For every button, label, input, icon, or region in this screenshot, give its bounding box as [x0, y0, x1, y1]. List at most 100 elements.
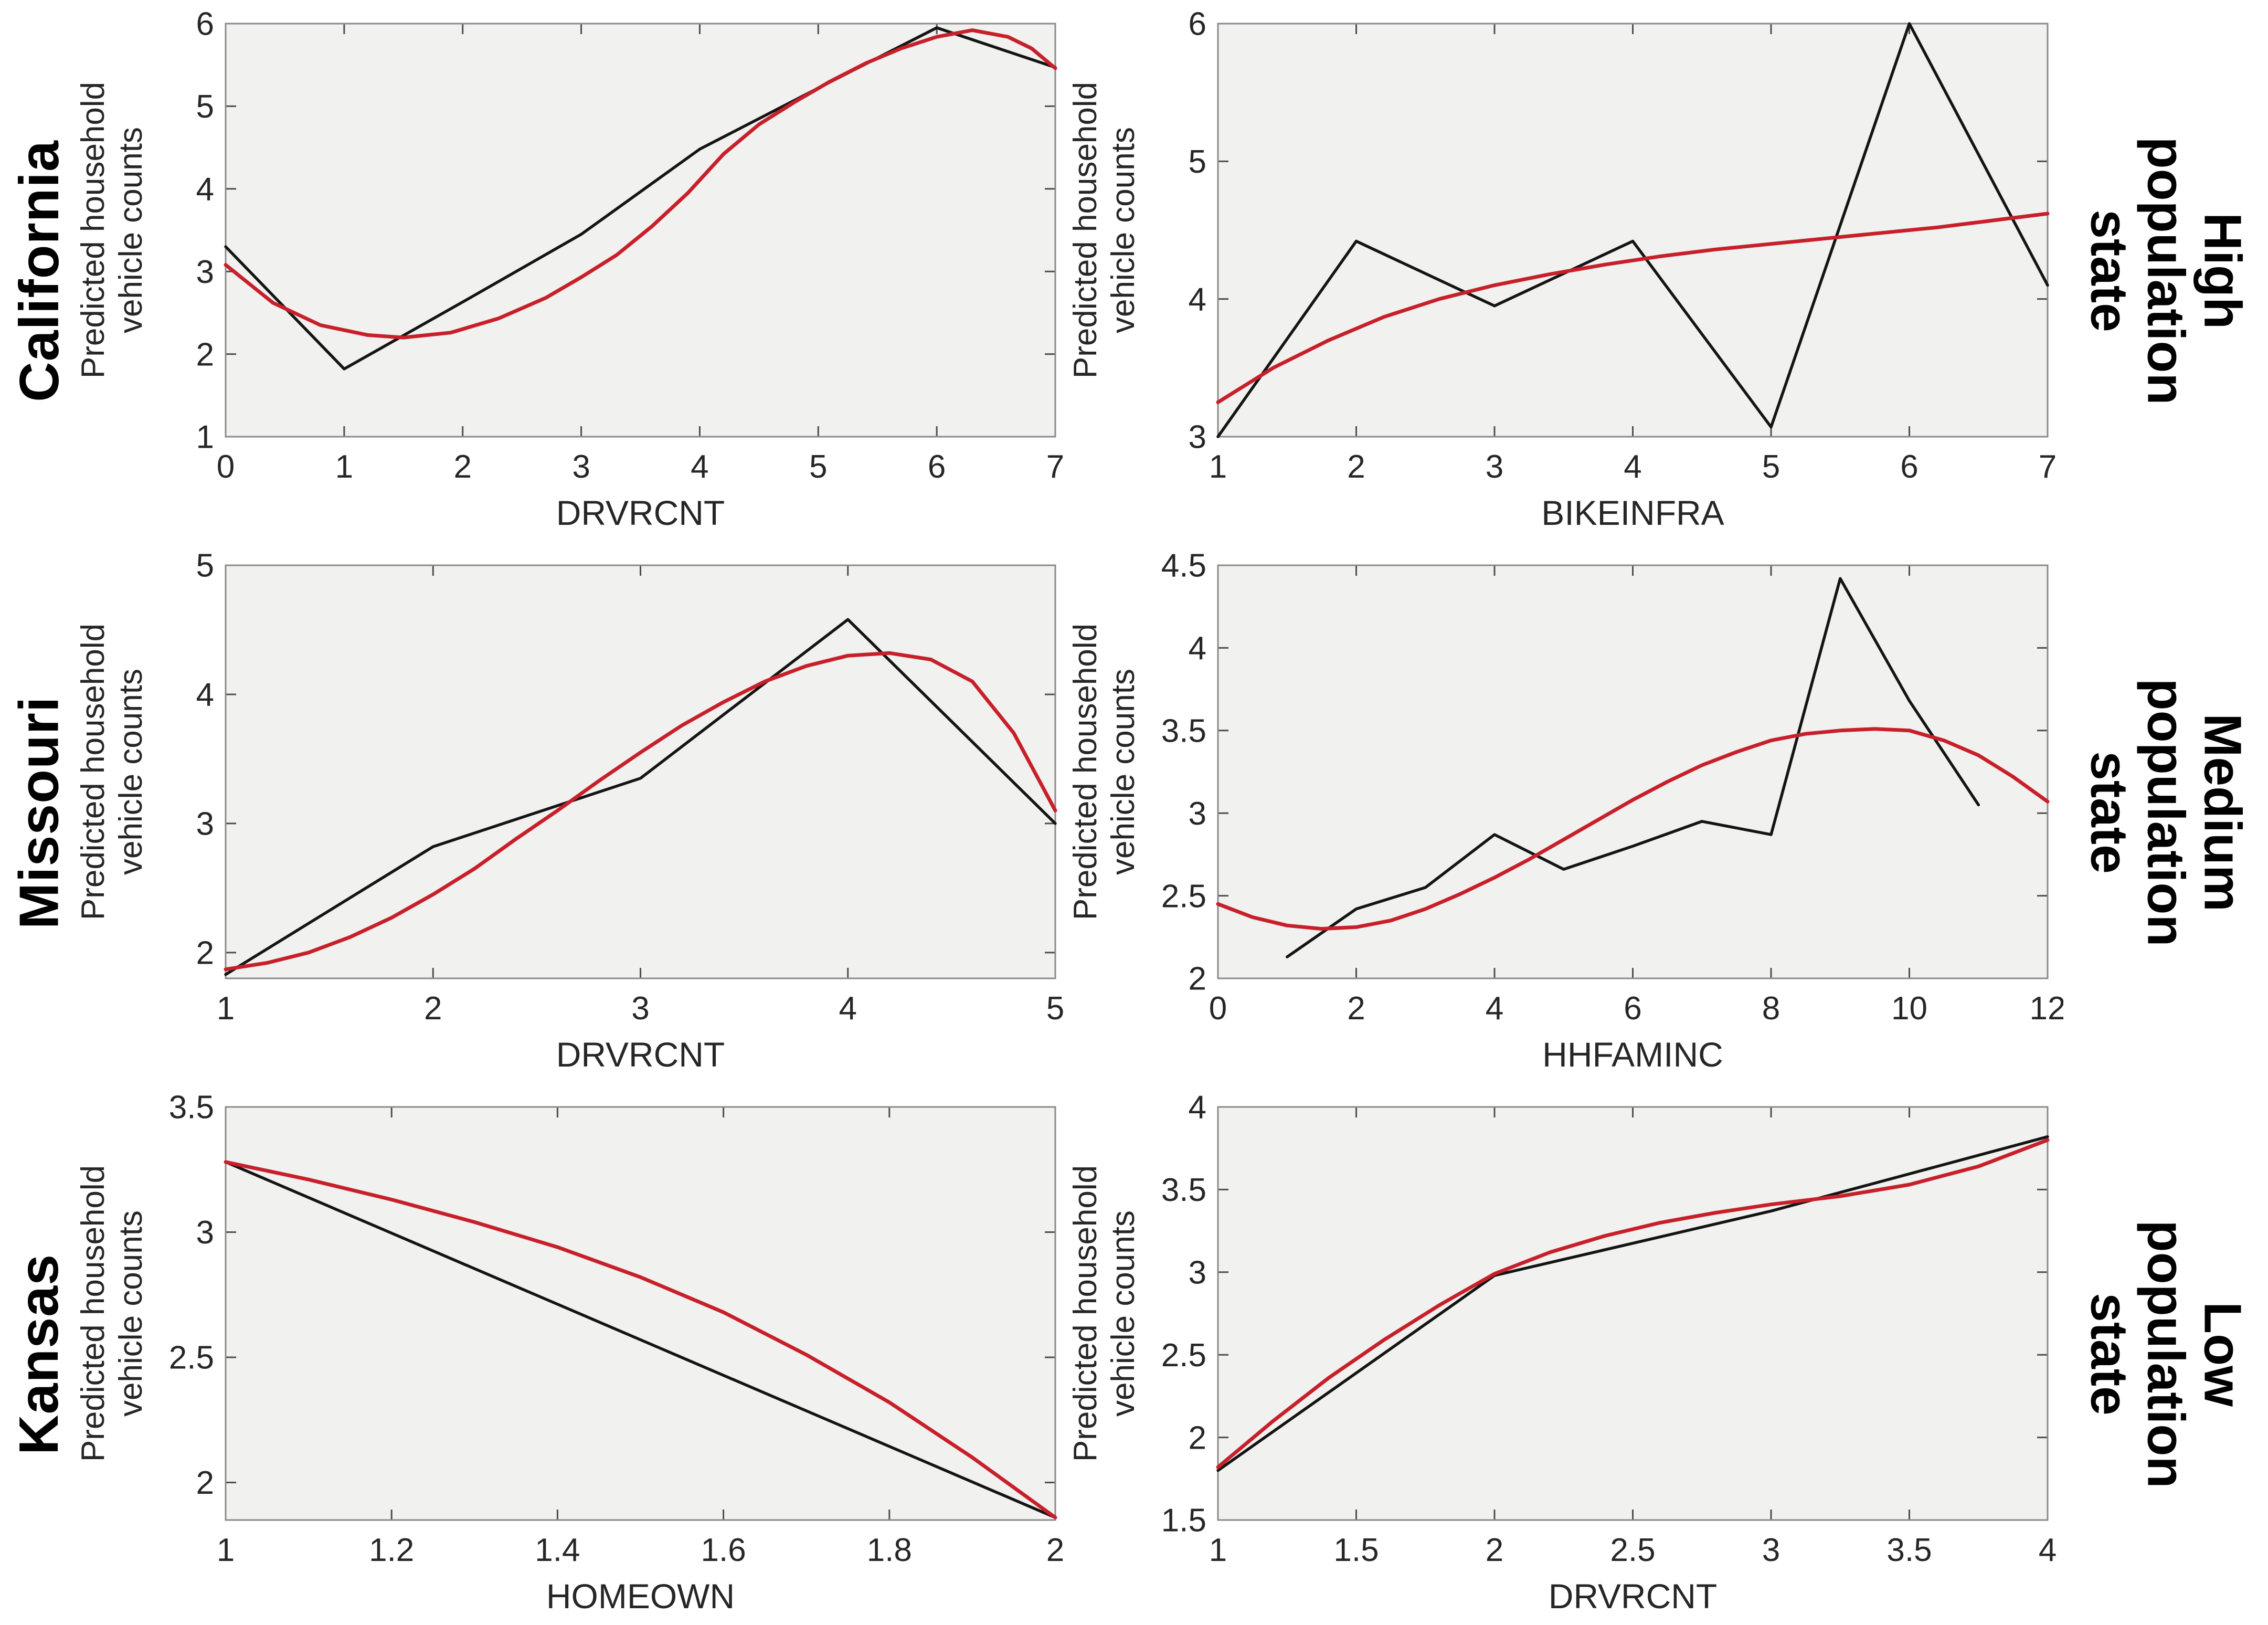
y-tick-label: 1.5 — [1161, 1503, 1206, 1539]
x-tick-label: 1.2 — [369, 1532, 414, 1568]
plot-area — [1218, 1107, 2048, 1520]
chart-kansas-homeown: 1 1.2 1.4 1.6 1.8 2 2 2.5 3 3.5 HOMEOWN Predicted h… — [79, 1083, 1071, 1625]
y-tick-label: 3 — [1189, 796, 1206, 832]
row-label-missouri-text: Missouri — [8, 696, 70, 929]
x-axis-label: DRVRCNT — [556, 1035, 725, 1074]
row-label-california: California — [0, 0, 79, 542]
y-axis-label-line2: vehicle counts — [113, 669, 149, 875]
y-tick-label: 3.5 — [1161, 713, 1206, 750]
x-tick-label: 6 — [1624, 990, 1641, 1027]
y-axis-label-line2: vehicle counts — [113, 1210, 149, 1417]
smooth-fit-line — [224, 651, 1057, 972]
y-axis-label-line1: Predicted household — [1071, 624, 1104, 920]
axes-box — [225, 1106, 1056, 1521]
y-tick-label: 5 — [196, 89, 214, 125]
chart-kansas-drvrcnt: 1 1.5 2 2.5 3 3.5 4 1.5 2 2.5 3 3.5 4 DRVRCNT Predicte… — [1071, 1083, 2063, 1625]
x-tick-label: 3 — [1762, 1532, 1780, 1568]
observed-line — [224, 618, 1057, 976]
group-label-line: High — [2193, 212, 2252, 330]
x-tick-label: 6 — [928, 449, 946, 485]
plot-area — [226, 565, 1055, 978]
x-axis-label: BIKEINFRA — [1541, 493, 1724, 532]
smooth-fit-line — [1216, 212, 2050, 404]
y-axis-label-line1: Predicted household — [1071, 1165, 1104, 1462]
observed-line — [1216, 22, 2049, 438]
y-axis-label-line2: vehicle counts — [1105, 1210, 1141, 1417]
y-tick-label: 2.5 — [1161, 878, 1206, 914]
x-tick-label: 5 — [1046, 990, 1064, 1027]
x-tick-label: 0 — [217, 449, 235, 485]
x-tick-label: 1.4 — [535, 1532, 580, 1568]
group-label-medium-population-text: Medium population state — [2080, 678, 2252, 947]
group-label-line: state — [2080, 1293, 2138, 1416]
x-tick-label: 2 — [1486, 1532, 1503, 1568]
row-label-missouri: Missouri — [0, 542, 79, 1083]
row-label-kansas-text: Kansas — [8, 1253, 70, 1455]
x-tick-label: 7 — [1046, 449, 1064, 485]
axes-box — [1217, 23, 2049, 438]
x-tick-label: 1 — [1209, 449, 1227, 485]
y-tick-label: 2 — [196, 336, 214, 373]
y-axis-label-line1: Predicted household — [79, 82, 111, 378]
chart-california-drvrcnt: 0 1 2 3 4 5 6 7 1 2 3 4 5 6 DRVRCNT Predicted household… — [79, 0, 1071, 542]
y-axis-label-line1: Predicted household — [1071, 82, 1104, 378]
x-tick-label: 8 — [1762, 990, 1780, 1027]
group-label-line: population — [2136, 136, 2195, 405]
smooth-fit-line — [1216, 727, 2050, 931]
x-tick-label: 6 — [1900, 449, 1918, 485]
group-label-high-population-text: High population state — [2080, 136, 2252, 405]
y-tick-label: 4 — [1189, 630, 1206, 667]
x-tick-label: 1 — [217, 1532, 235, 1568]
x-tick-label: 3 — [572, 449, 590, 485]
x-tick-label: 1.8 — [867, 1532, 912, 1568]
plot-area — [226, 24, 1055, 437]
chart-kansas-homeown-svg: 1 1.2 1.4 1.6 1.8 2 2 2.5 3 3.5 HOMEOWN Predicted h… — [79, 1090, 1064, 1616]
x-tick-label: 10 — [1891, 990, 1927, 1027]
y-tick-label: 2 — [1189, 1420, 1206, 1456]
y-tick-label: 6 — [196, 6, 214, 43]
axes-box — [1217, 564, 2049, 979]
group-label-low-population-text: Low population state — [2080, 1220, 2252, 1489]
plot-area — [226, 1107, 1055, 1520]
x-tick-label: 2.5 — [1610, 1532, 1655, 1568]
y-tick-label: 4 — [196, 172, 214, 208]
group-label-low-population: Low population state — [2063, 1083, 2268, 1625]
x-tick-label: 4 — [839, 990, 857, 1027]
observed-line — [224, 26, 1057, 371]
group-label-line: state — [2080, 209, 2138, 332]
y-tick-label: 1 — [196, 419, 214, 456]
y-tick-label: 5 — [196, 548, 214, 584]
y-tick-label: 3.5 — [169, 1090, 214, 1126]
x-tick-label: 2 — [424, 990, 442, 1027]
observed-line — [1216, 1135, 2049, 1472]
x-tick-label: 2 — [1347, 449, 1365, 485]
row-label-kansas: Kansas — [0, 1083, 79, 1625]
y-tick-label: 2 — [196, 1465, 214, 1501]
y-tick-label: 2 — [196, 935, 214, 972]
y-tick-label: 6 — [1189, 6, 1206, 43]
x-tick-label: 7 — [2039, 449, 2057, 485]
chart-missouri-drvrcnt: 1 2 3 4 5 2 3 4 5 DRVRCNT Predicted household vehic… — [79, 542, 1071, 1083]
y-tick-label: 3 — [196, 254, 214, 290]
x-tick-label: 3 — [631, 990, 649, 1027]
group-label-line: population — [2136, 678, 2195, 947]
y-tick-label: 4.5 — [1161, 548, 1206, 584]
observed-line — [224, 1160, 1057, 1519]
x-tick-label: 4 — [1624, 449, 1641, 485]
x-axis-label: HHFAMINC — [1542, 1035, 1723, 1074]
axes-box — [225, 23, 1056, 438]
y-axis-label-line2: vehicle counts — [113, 127, 149, 333]
y-tick-label: 3 — [196, 806, 214, 842]
group-label-high-population: High population state — [2063, 0, 2268, 542]
y-tick-label: 4 — [1189, 1090, 1206, 1126]
x-tick-label: 3 — [1486, 449, 1503, 485]
group-label-medium-population: Medium population state — [2063, 542, 2268, 1083]
x-tick-label: 4 — [691, 449, 708, 485]
x-tick-label: 1 — [335, 449, 353, 485]
x-tick-label: 2 — [453, 449, 471, 485]
chart-kansas-drvrcnt-svg: 1 1.5 2 2.5 3 3.5 41.522.533.54DRVRCNTPredicte… — [1071, 1090, 2057, 1616]
